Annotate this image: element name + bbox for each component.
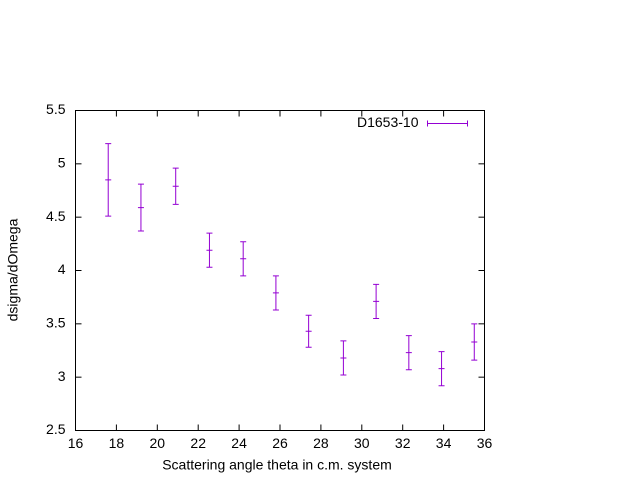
error-bar — [340, 340, 347, 376]
x-tick-label: 22 — [190, 435, 206, 451]
plot-border — [75, 110, 485, 431]
legend-sample — [427, 120, 468, 127]
error-bar — [471, 323, 478, 361]
error-bar — [438, 351, 445, 387]
y-axis-label: dsigma/dOmega — [5, 218, 21, 321]
y-tick-label: 2.5 — [46, 421, 66, 437]
error-bar — [206, 232, 213, 268]
x-tick-label: 20 — [150, 435, 166, 451]
y-tick-label: 4.5 — [46, 208, 66, 224]
error-bar — [305, 314, 312, 348]
x-tick-label: 34 — [436, 435, 452, 451]
x-axis-label: Scattering angle theta in c.m. system — [162, 457, 392, 473]
y-tick-label: 5.5 — [46, 101, 66, 117]
y-tick-label: 4 — [58, 261, 66, 277]
x-tick-label: 32 — [395, 435, 411, 451]
x-tick-label: 26 — [272, 435, 288, 451]
y-tick-label: 3.5 — [46, 315, 66, 331]
x-tick-label: 36 — [477, 435, 493, 451]
error-bar — [405, 335, 412, 371]
x-tick-label: 18 — [109, 435, 125, 451]
error-bar — [137, 183, 144, 232]
x-tick-label: 30 — [354, 435, 370, 451]
legend-label: D1653-10 — [357, 114, 419, 130]
y-tick-label: 3 — [58, 368, 66, 384]
error-bar — [373, 283, 380, 319]
x-tick-label: 28 — [313, 435, 329, 451]
y-tick-label: 5 — [58, 155, 66, 171]
error-bar — [240, 241, 247, 277]
x-tick-label: 24 — [231, 435, 247, 451]
error-bar — [105, 143, 112, 217]
error-bar — [272, 275, 279, 311]
x-tick-label: 16 — [68, 435, 84, 451]
error-bar — [172, 167, 179, 205]
